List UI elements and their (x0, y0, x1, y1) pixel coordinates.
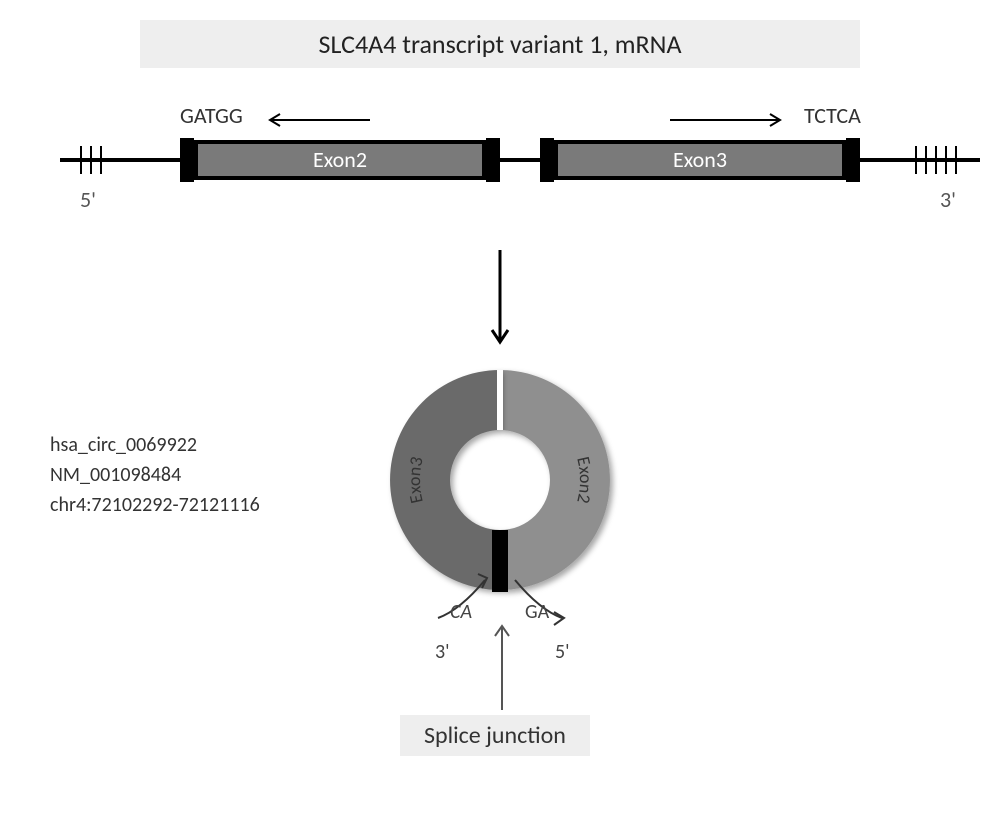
tick (80, 146, 82, 174)
exon3-box: Exon3 (554, 140, 846, 180)
tick (90, 146, 92, 174)
left-seq: GATGG (180, 102, 243, 129)
right-arrow (660, 110, 790, 130)
tick (925, 146, 927, 174)
splice-label: Splice junction (424, 721, 566, 750)
left-arrow (260, 110, 380, 130)
circ-rna-ring: Exon2 Exon3 (380, 360, 620, 600)
circ-exon2-label: Exon2 (572, 454, 597, 505)
exon3-left-bar (540, 138, 554, 182)
line-left (60, 158, 180, 162)
circ-3prime: 3' (435, 640, 450, 664)
tick (935, 146, 937, 174)
circ-5prime: 5' (555, 640, 570, 664)
ga-label: GA (525, 600, 549, 624)
line-mid (500, 158, 540, 162)
svg-text:Exon2: Exon2 (572, 454, 597, 505)
exon3-right-bar (846, 138, 860, 182)
annotations: hsa_circ_0069922 NM_001098484 chr4:72102… (50, 430, 260, 520)
tick (100, 146, 102, 174)
circ-exon3-label: Exon3 (403, 454, 428, 505)
exon2-label: Exon2 (313, 146, 367, 173)
tick (955, 146, 957, 174)
right-seq: TCTCA (804, 102, 861, 129)
title-box: SLC4A4 transcript variant 1, mRNA (140, 20, 860, 68)
exon2-left-bar (180, 138, 194, 182)
circ-id: hsa_circ_0069922 (50, 430, 260, 460)
line-right (860, 158, 980, 162)
exon2-box: Exon2 (194, 140, 486, 180)
splice-junction-box: Splice junction (400, 715, 590, 756)
chr-loc: chr4:72102292-72121116 (50, 490, 260, 520)
tick (915, 146, 917, 174)
exon2-right-bar (486, 138, 500, 182)
svg-text:Exon3: Exon3 (403, 454, 428, 505)
tick (945, 146, 947, 174)
three-prime: 3' (940, 186, 956, 213)
exon3-label: Exon3 (673, 146, 727, 173)
down-arrow (490, 250, 510, 350)
title-text: SLC4A4 transcript variant 1, mRNA (319, 28, 682, 60)
ca-label: CA (450, 600, 472, 624)
nm-id: NM_001098484 (50, 460, 260, 490)
five-prime: 5' (80, 186, 96, 213)
splice-arrow (492, 620, 512, 710)
gene-linear-diagram: GATGG TCTCA Exon2 Exon3 5' 3' (60, 108, 940, 248)
